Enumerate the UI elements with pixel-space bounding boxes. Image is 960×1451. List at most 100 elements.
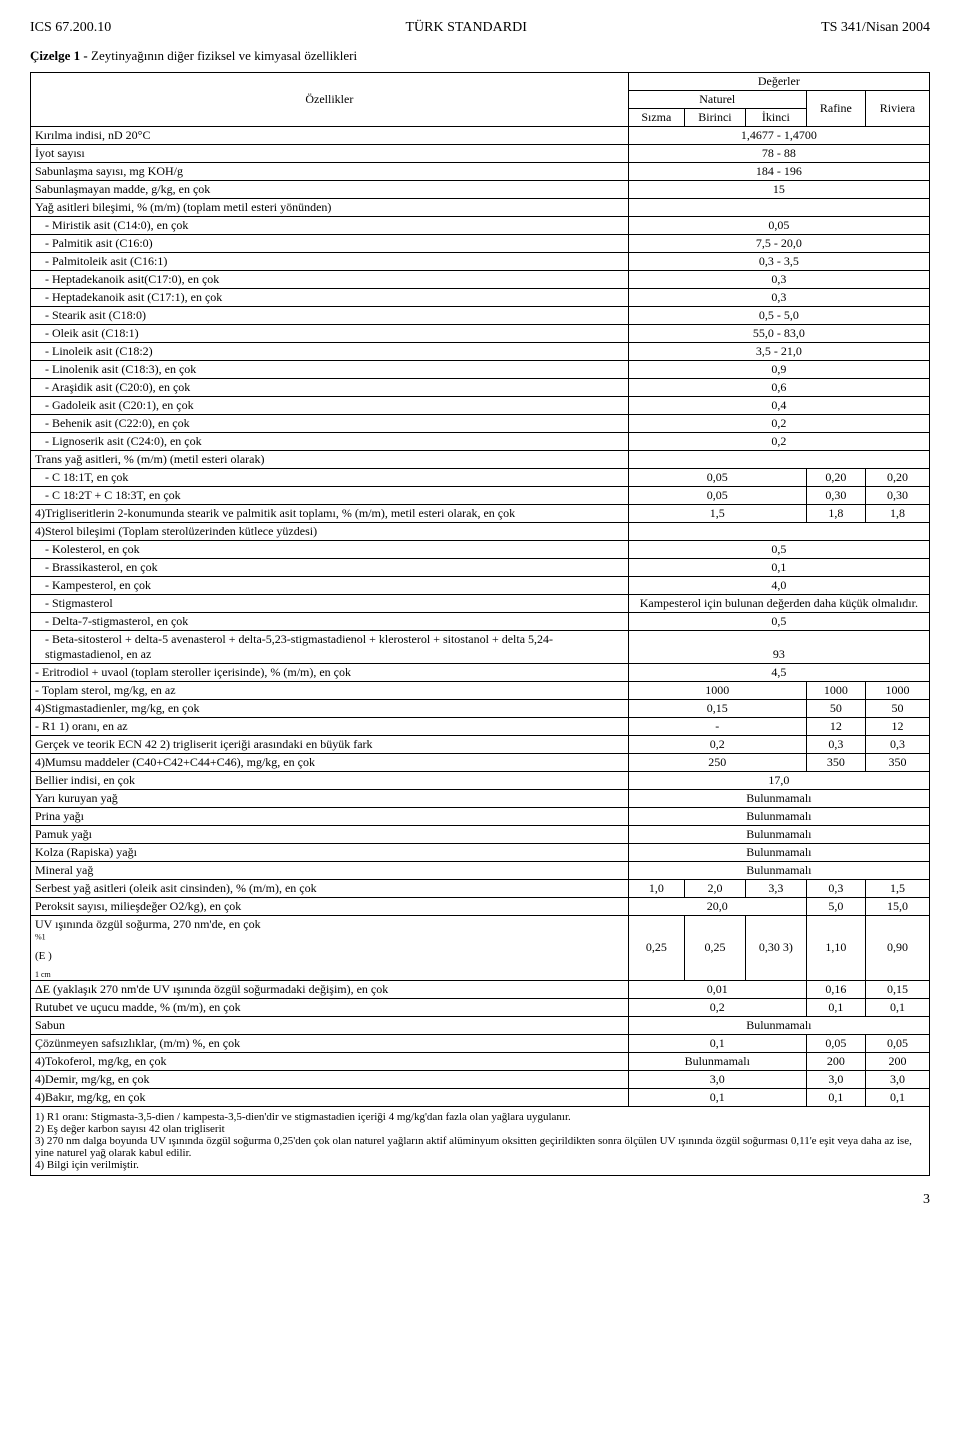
cell-value: 0,1 — [865, 1088, 929, 1106]
footnote-4: 4) Bilgi için verilmiştir. — [35, 1159, 925, 1171]
footnote-3: 3) 270 nm dalga boyunda UV ışınında özgü… — [35, 1135, 925, 1159]
cell-label: Sabunlaşmayan madde, g/kg, en çok — [31, 181, 629, 199]
cell-label: Gerçek ve teorik ECN 42 2) trigliserit i… — [31, 736, 629, 754]
cell-label: Trans yağ asitleri, % (m/m) (metil ester… — [31, 451, 629, 469]
col-rafine: Rafine — [806, 91, 865, 127]
cell-label: - C 18:2T + C 18:3T, en çok — [31, 487, 629, 505]
cell-label: - Eritrodiol + uvaol (toplam steroller i… — [31, 664, 629, 682]
cell-value: 0,1 — [628, 1034, 806, 1052]
cell-label: Rutubet ve uçucu madde, % (m/m), en çok — [31, 998, 629, 1016]
cell-value: 0,05 — [806, 1034, 865, 1052]
uv-label: UV ışınında özgül soğurma, 270 nm'de, en… — [35, 917, 261, 931]
cell-value: 0,01 — [628, 980, 806, 998]
table-row: Yarı kuruyan yağBulunmamalı — [31, 790, 930, 808]
cell-label: Yarı kuruyan yağ — [31, 790, 629, 808]
table-row: - Oleik asit (C18:1)55,0 - 83,0 — [31, 325, 930, 343]
cell-value: 0,5 — [628, 613, 929, 631]
cell-value: 0,05 — [865, 1034, 929, 1052]
col-naturel: Naturel — [628, 91, 806, 109]
cell-value: 1,5 — [628, 505, 806, 523]
cell-label: - Kolesterol, en çok — [31, 541, 629, 559]
table-row: Gerçek ve teorik ECN 42 2) trigliserit i… — [31, 736, 930, 754]
col-ikinci: İkinci — [745, 109, 806, 127]
cell-label: Kolza (Rapiska) yağı — [31, 844, 629, 862]
cell-value: 0,05 — [628, 217, 929, 235]
cell-value: 350 — [806, 754, 865, 772]
cell-value: Bulunmamalı — [628, 790, 929, 808]
table-row: - Palmitik asit (C16:0)7,5 - 20,0 — [31, 235, 930, 253]
e-sup: %1 — [35, 932, 46, 941]
cell-value: 0,3 — [628, 271, 929, 289]
table-row: - Lignoserik asit (C24:0), en çok0,2 — [31, 433, 930, 451]
table-row: - Beta-sitosterol + delta-5 avenasterol … — [31, 631, 930, 664]
table-row: Kırılma indisi, nD 20°C1,4677 - 1,4700 — [31, 127, 930, 145]
cell-value — [628, 199, 929, 217]
cell-label: - Oleik asit (C18:1) — [31, 325, 629, 343]
cell-label: Peroksit sayısı, milieşdeğer O2/kg), en … — [31, 898, 629, 916]
cell-label: Kırılma indisi, nD 20°C — [31, 127, 629, 145]
cell-value: 0,2 — [628, 736, 806, 754]
cell-value: 0,4 — [628, 397, 929, 415]
header-row-1: Özellikler Değerler — [31, 73, 930, 91]
cell-value: 55,0 - 83,0 — [628, 325, 929, 343]
footnote-2: 2) Eş değer karbon sayısı 42 olan trigli… — [35, 1123, 925, 1135]
cell-value — [628, 523, 929, 541]
cell-label: Serbest yağ asitleri (oleik asit cinsind… — [31, 880, 629, 898]
col-birinci: Birinci — [684, 109, 745, 127]
cell-value: 0,6 — [628, 379, 929, 397]
table-row: - Toplam sterol, mg/kg, en az10001000100… — [31, 682, 930, 700]
table-row: - C 18:2T + C 18:3T, en çok0,050,300,30 — [31, 487, 930, 505]
cell-value: 0,20 — [806, 469, 865, 487]
cell-label: Yağ asitleri bileşimi, % (m/m) (toplam m… — [31, 199, 629, 217]
footnotes-row: 1) R1 oranı: Stigmasta-3,5-dien / kampes… — [31, 1106, 930, 1175]
table-row: - Eritrodiol + uvaol (toplam steroller i… — [31, 664, 930, 682]
cell-value: 0,3 — [865, 736, 929, 754]
cell-value: 1,4677 - 1,4700 — [628, 127, 929, 145]
cell-value: 200 — [865, 1052, 929, 1070]
table-row: - Kolesterol, en çok0,5 — [31, 541, 930, 559]
col-riviera: Riviera — [865, 91, 929, 127]
cell-value: 250 — [628, 754, 806, 772]
cell-value: 1000 — [806, 682, 865, 700]
table-title: Çizelge 1 - Zeytinyağının diğer fiziksel… — [30, 48, 930, 64]
cell-value: 7,5 - 20,0 — [628, 235, 929, 253]
cell-value: 200 — [806, 1052, 865, 1070]
cell-label: - Palmitik asit (C16:0) — [31, 235, 629, 253]
title-rest: Zeytinyağının diğer fiziksel ve kimyasal… — [88, 48, 357, 63]
cell-label: - Beta-sitosterol + delta-5 avenasterol … — [31, 631, 629, 664]
cell-label: Mineral yağ — [31, 862, 629, 880]
cell-value: 4,5 — [628, 664, 929, 682]
cell-value: 0,15 — [628, 700, 806, 718]
cell-value: 0,20 — [865, 469, 929, 487]
cell-value: 0,05 — [628, 487, 806, 505]
cell-label: - Palmitoleik asit (C16:1) — [31, 253, 629, 271]
cell-value: 93 — [628, 631, 929, 664]
table-row: - Palmitoleik asit (C16:1)0,3 - 3,5 — [31, 253, 930, 271]
table-row: İyot sayısı78 - 88 — [31, 145, 930, 163]
title-bold: Çizelge 1 - — [30, 48, 88, 63]
cell-value: 0,2 — [628, 998, 806, 1016]
cell-value: Bulunmamalı — [628, 1052, 806, 1070]
table-row: Mineral yağBulunmamalı — [31, 862, 930, 880]
cell-value: 0,30 3) — [745, 916, 806, 981]
table-row: Trans yağ asitleri, % (m/m) (metil ester… — [31, 451, 930, 469]
table-row: - Kampesterol, en çok4,0 — [31, 577, 930, 595]
table-row: Peroksit sayısı, milieşdeğer O2/kg), en … — [31, 898, 930, 916]
table-row: - R1 1) oranı, en az-1212 — [31, 718, 930, 736]
cell-value: 1,8 — [865, 505, 929, 523]
table-row: - Heptadekanoik asit (C17:1), en çok0,3 — [31, 289, 930, 307]
cell-value: - — [628, 718, 806, 736]
cell-value: 0,16 — [806, 980, 865, 998]
table-row: - Behenik asit (C22:0), en çok0,2 — [31, 415, 930, 433]
cell-value: 20,0 — [628, 898, 806, 916]
cell-label: - Miristik asit (C14:0), en çok — [31, 217, 629, 235]
table-row: - Gadoleik asit (C20:1), en çok0,4 — [31, 397, 930, 415]
cell-value: 0,30 — [865, 487, 929, 505]
cell-value: 50 — [865, 700, 929, 718]
cell-value: 1,8 — [806, 505, 865, 523]
cell-value: Bulunmamalı — [628, 808, 929, 826]
cell-value: 0,25 — [684, 916, 745, 981]
cell-label: Çözünmeyen safsızlıklar, (m/m) %, en çok — [31, 1034, 629, 1052]
table-row: - Linolenik asit (C18:3), en çok0,9 — [31, 361, 930, 379]
cell-value: 15 — [628, 181, 929, 199]
